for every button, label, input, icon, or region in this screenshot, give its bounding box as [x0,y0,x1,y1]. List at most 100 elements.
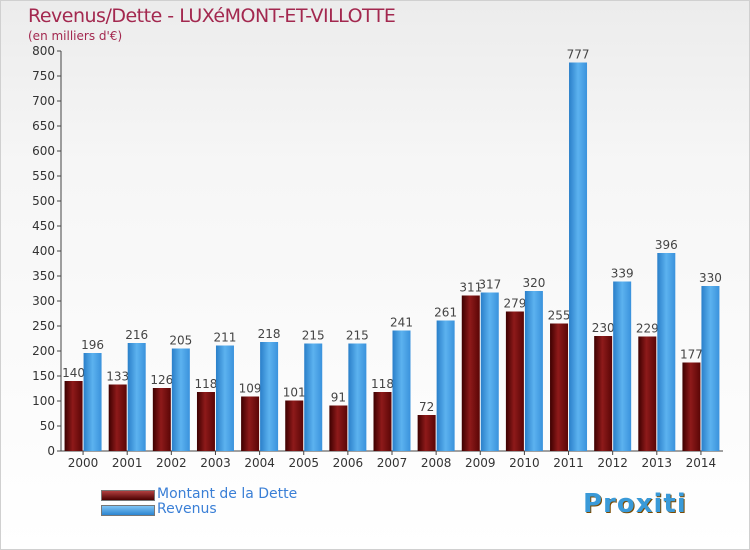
y-tick-label: 700 [32,94,55,108]
bar-dette [108,384,127,451]
y-tick-label: 450 [32,219,55,233]
value-label-revenus: 777 [567,48,590,62]
y-tick-label: 750 [32,69,55,83]
y-tick-label: 300 [32,294,55,308]
value-label-revenus: 261 [434,306,457,320]
bar-revenus [613,281,632,451]
value-label-revenus: 339 [611,267,634,281]
x-tick-label: 2007 [377,456,408,470]
bar-dette [285,400,304,451]
y-tick-label: 100 [32,394,55,408]
bar-dette [550,323,569,451]
bar-revenus [701,286,720,451]
y-tick-label: 650 [32,119,55,133]
y-tick-label: 500 [32,194,55,208]
x-tick-label: 2014 [686,456,717,470]
chart-title: Revenus/Dette - LUXéMONT-ET-VILLOTTE [28,5,396,27]
value-label-dette: 101 [283,386,306,400]
bar-revenus [480,292,499,451]
bar-revenus [657,253,676,451]
y-tick-label: 150 [32,369,55,383]
bar-revenus [215,345,234,451]
bar-dette [64,381,83,451]
value-label-dette: 126 [150,373,173,387]
bar-dette [417,415,436,451]
bar-revenus [348,343,367,451]
bar-revenus [392,330,411,451]
bar-dette [241,396,260,451]
bar-dette [329,405,348,451]
value-label-dette: 279 [503,297,526,311]
value-label-dette: 255 [548,309,571,323]
bar-dette [196,392,215,451]
value-label-revenus: 215 [346,329,369,343]
x-tick-label: 2013 [642,456,673,470]
value-label-revenus: 211 [214,331,237,345]
x-tick-label: 2004 [244,456,275,470]
bar-revenus [524,291,543,451]
value-label-dette: 311 [459,281,482,295]
value-label-dette: 91 [331,391,346,405]
value-label-dette: 133 [106,370,129,384]
bar-revenus [260,342,279,451]
y-tick-label: 600 [32,144,55,158]
x-tick-label: 2005 [288,456,319,470]
bar-dette [373,392,392,451]
proxiti-logo: Proxiti [583,489,687,519]
bar-revenus [569,62,588,451]
y-tick-label: 250 [32,319,55,333]
value-label-revenus: 330 [699,271,722,285]
value-label-revenus: 215 [302,329,325,343]
bar-dette [505,311,524,451]
value-label-dette: 109 [239,382,262,396]
legend-label-revenus: Revenus [157,501,217,517]
bar-revenus [127,343,146,451]
value-label-revenus: 320 [522,276,545,290]
bar-dette [594,336,613,451]
y-tick-label: 400 [32,244,55,258]
value-label-revenus: 241 [390,316,413,330]
x-tick-label: 2010 [509,456,540,470]
bar-revenus [171,348,190,451]
y-tick-label: 50 [40,419,55,433]
bar-dette [461,295,480,451]
y-tick-label: 550 [32,169,55,183]
x-tick-label: 2012 [597,456,628,470]
y-tick-label: 350 [32,269,55,283]
y-tick-label: 0 [47,444,55,458]
bar-dette [152,388,171,451]
bar-revenus [436,320,455,451]
bar-dette [638,336,657,451]
chart-subtitle: (en milliers d'€) [28,29,123,43]
y-tick-label: 200 [32,344,55,358]
value-label-revenus: 196 [81,338,104,352]
x-tick-label: 2006 [333,456,364,470]
value-label-revenus: 317 [478,278,501,292]
x-tick-label: 2003 [200,456,231,470]
value-label-dette: 177 [680,348,703,362]
value-label-revenus: 205 [169,334,192,348]
x-tick-label: 2009 [465,456,496,470]
value-label-revenus: 396 [655,238,678,252]
x-tick-label: 2000 [68,456,99,470]
value-label-dette: 72 [419,400,434,414]
value-label-dette: 229 [636,322,659,336]
x-tick-label: 2011 [553,456,584,470]
value-label-revenus: 216 [125,328,148,342]
x-tick-label: 2001 [112,456,143,470]
value-label-dette: 230 [592,321,615,335]
legend-label-dette: Montant de la Dette [157,486,298,502]
bar-revenus [83,353,102,451]
value-label-dette: 140 [62,366,85,380]
bar-dette [682,362,701,451]
x-tick-label: 2008 [421,456,452,470]
value-label-dette: 118 [371,377,394,391]
y-tick-label: 800 [32,44,55,58]
value-label-revenus: 218 [258,327,281,341]
legend-swatch-dette [101,490,155,501]
value-label-dette: 118 [195,377,218,391]
legend-swatch-revenus [101,505,155,516]
x-tick-label: 2002 [156,456,187,470]
